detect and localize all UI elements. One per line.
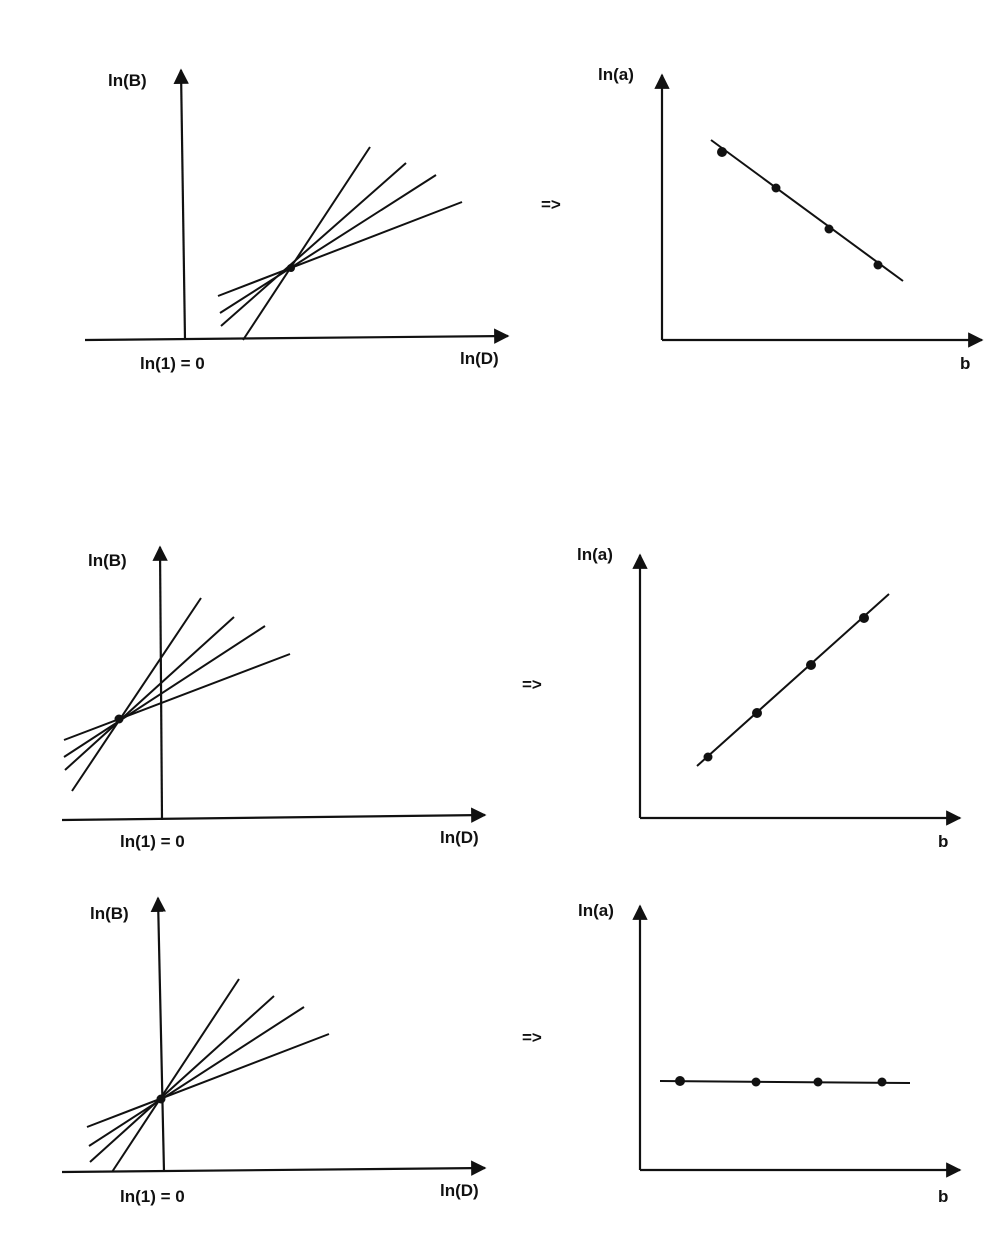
right-plot-3: ln(a) b	[578, 901, 960, 1206]
origin-label: ln(1) = 0	[120, 832, 185, 851]
right-plot-2: ln(a) b	[577, 545, 960, 851]
data-point	[772, 184, 781, 193]
y-axis-label: ln(a)	[577, 545, 613, 564]
implies-arrow: =>	[522, 675, 542, 694]
left-plot-1: ln(B) ln(D) ln(1) = 0	[85, 70, 508, 373]
x-axis	[62, 815, 485, 820]
y-axis-label: ln(a)	[598, 65, 634, 84]
data-point	[806, 660, 816, 670]
fit-line-2	[90, 996, 274, 1162]
trend-line	[660, 1081, 910, 1083]
implies-arrow: =>	[541, 195, 561, 214]
origin-label: ln(1) = 0	[120, 1187, 185, 1206]
fit-line-4	[64, 654, 290, 740]
data-point	[675, 1076, 685, 1086]
data-point	[814, 1078, 823, 1087]
data-point	[704, 753, 713, 762]
data-point	[874, 261, 883, 270]
x-axis-label: b	[938, 1187, 948, 1206]
data-point	[752, 1078, 761, 1087]
y-axis	[158, 898, 164, 1172]
row-3: ln(B) ln(D) ln(1) = 0 => ln(a) b	[62, 898, 960, 1206]
fit-line-3	[64, 626, 265, 757]
x-axis-label: ln(D)	[460, 349, 499, 368]
x-axis-label: ln(D)	[440, 828, 479, 847]
fit-line-2	[65, 617, 234, 770]
x-axis	[85, 336, 508, 340]
fit-line-3	[220, 175, 436, 313]
data-point	[717, 147, 727, 157]
y-axis-label: ln(B)	[108, 71, 147, 90]
row-1: ln(B) ln(D) ln(1) = 0 => ln(a) b	[85, 65, 982, 373]
row-2: ln(B) ln(D) ln(1) = 0 => ln(a) b	[62, 545, 960, 851]
left-plot-3: ln(B) ln(D) ln(1) = 0	[62, 898, 485, 1206]
left-plot-2: ln(B) ln(D) ln(1) = 0	[62, 547, 485, 851]
data-point	[859, 613, 869, 623]
trend-line	[711, 140, 903, 281]
x-axis	[62, 1168, 485, 1172]
intersection-point	[157, 1095, 166, 1104]
x-axis-label: b	[938, 832, 948, 851]
y-axis-label: ln(B)	[90, 904, 129, 923]
data-point	[878, 1078, 887, 1087]
intersection-point	[115, 715, 124, 724]
data-point	[752, 708, 762, 718]
right-plot-1: ln(a) b	[598, 65, 982, 373]
fit-line-4	[87, 1034, 329, 1127]
x-axis-label: b	[960, 354, 970, 373]
origin-label: ln(1) = 0	[140, 354, 205, 373]
implies-arrow: =>	[522, 1028, 542, 1047]
y-axis-label: ln(a)	[578, 901, 614, 920]
fit-line-4	[218, 202, 462, 296]
x-axis-label: ln(D)	[440, 1181, 479, 1200]
fit-line-2	[221, 163, 406, 326]
fit-line-3	[89, 1007, 304, 1146]
data-point	[825, 225, 834, 234]
y-axis	[181, 70, 185, 340]
y-axis-label: ln(B)	[88, 551, 127, 570]
fit-line-1	[243, 147, 370, 340]
intersection-point	[287, 264, 295, 272]
